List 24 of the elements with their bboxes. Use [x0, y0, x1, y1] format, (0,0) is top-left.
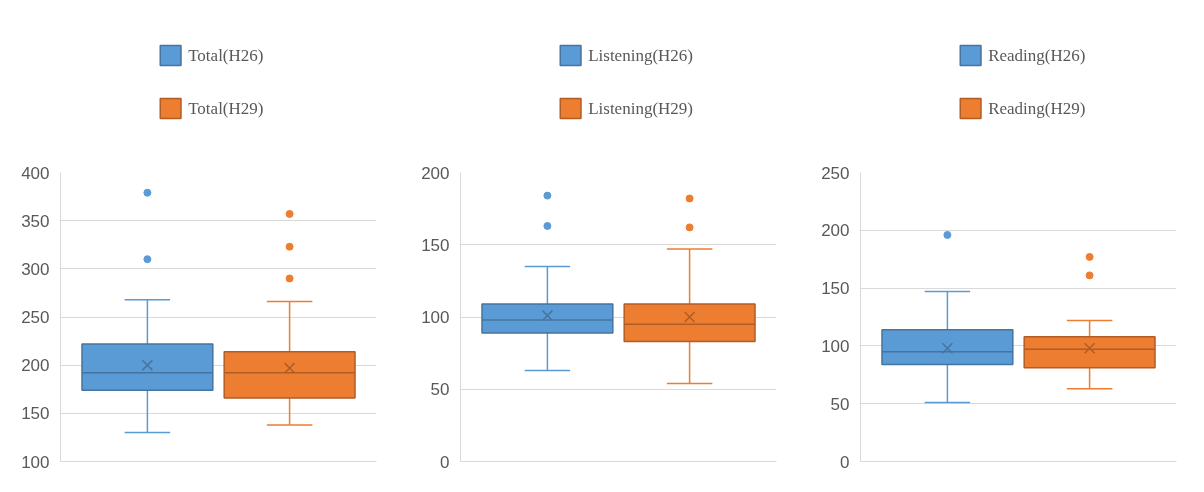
- legend-label: Reading(H29): [988, 99, 1086, 118]
- y-tick-label: 150: [421, 235, 450, 255]
- y-tick-label: 250: [21, 308, 50, 327]
- y-tick-label: 200: [821, 221, 850, 241]
- legend-label: Listening(H26): [588, 46, 693, 65]
- y-tick-label: 50: [830, 394, 850, 414]
- legend-label: Listening(H29): [588, 99, 693, 118]
- legend-label: Total(H29): [188, 99, 264, 118]
- y-tick-label: 150: [21, 404, 50, 424]
- y-tick-label: 0: [440, 452, 450, 472]
- y-tick-label: 100: [421, 308, 450, 327]
- y-tick-label: 300: [21, 259, 50, 279]
- y-tick-label: 150: [821, 279, 850, 299]
- legend-label: Reading(H26): [988, 46, 1086, 65]
- y-tick-label: 200: [421, 163, 450, 183]
- y-tick-label: 350: [21, 211, 50, 231]
- y-tick-label: 0: [840, 452, 850, 472]
- legend-label: Total(H26): [188, 46, 264, 65]
- y-tick-label: 250: [821, 163, 850, 183]
- y-tick-label: 100: [21, 452, 50, 472]
- y-tick-label: 200: [21, 356, 50, 376]
- y-tick-label: 100: [821, 336, 850, 356]
- y-tick-label: 400: [21, 163, 50, 183]
- y-tick-label: 50: [430, 380, 450, 400]
